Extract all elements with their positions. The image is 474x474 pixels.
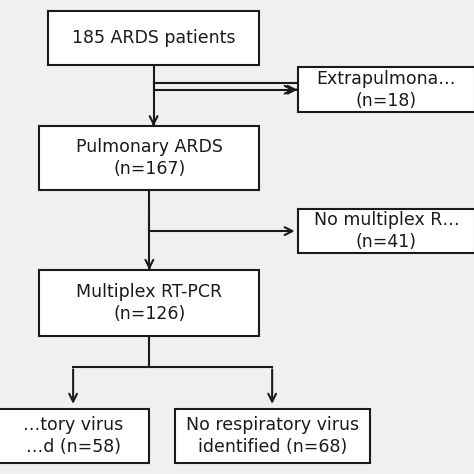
FancyBboxPatch shape <box>175 409 370 463</box>
FancyBboxPatch shape <box>48 11 259 65</box>
Text: 185 ARDS patients: 185 ARDS patients <box>72 29 235 47</box>
Text: Extrapulmona…
(n=18): Extrapulmona… (n=18) <box>317 70 456 110</box>
Text: No multiplex R…
(n=41): No multiplex R… (n=41) <box>314 211 459 251</box>
Text: Multiplex RT-PCR
(n=126): Multiplex RT-PCR (n=126) <box>76 283 222 323</box>
Text: …tory virus
…d (n=58): …tory virus …d (n=58) <box>23 416 123 456</box>
Text: No respiratory virus
identified (n=68): No respiratory virus identified (n=68) <box>186 416 359 456</box>
FancyBboxPatch shape <box>39 270 259 336</box>
FancyBboxPatch shape <box>298 67 474 112</box>
FancyBboxPatch shape <box>298 209 474 254</box>
FancyBboxPatch shape <box>39 126 259 190</box>
FancyBboxPatch shape <box>0 409 149 463</box>
Text: Pulmonary ARDS
(n=167): Pulmonary ARDS (n=167) <box>76 138 223 178</box>
